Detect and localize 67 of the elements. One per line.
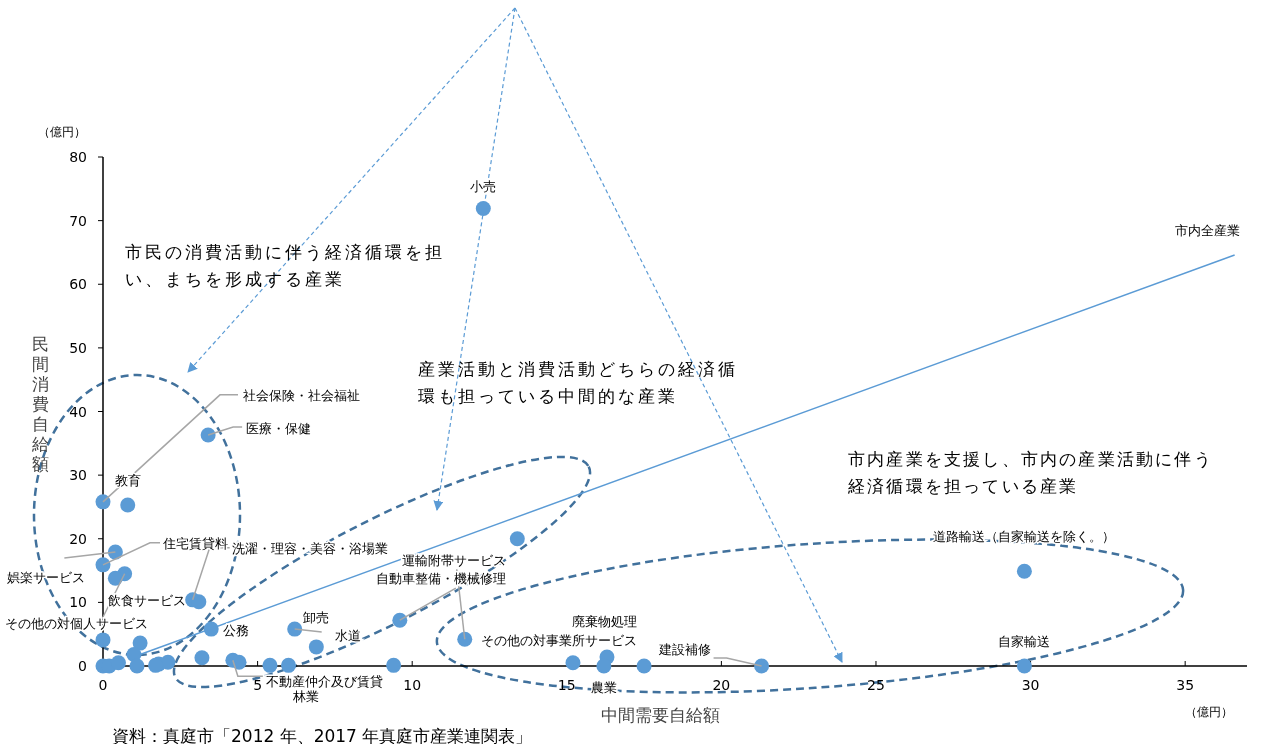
point (95, 557, 111, 573)
text: （億円） (38, 125, 86, 139)
annotation: その他の対事業所サービス (480, 632, 637, 648)
y-tick-label: 40 (69, 403, 87, 420)
y-tick-label: 20 (69, 530, 87, 547)
x-tick-label: 10 (403, 677, 422, 693)
point (287, 621, 303, 637)
annotation: 社会保険・社会福祉 (243, 387, 360, 403)
x-tick-label: 35 (1176, 677, 1195, 693)
annotation: 飲食サービス (108, 593, 187, 609)
annotation: 農業 (590, 680, 617, 695)
annotation: 不動産仲介及び賃貸 (265, 674, 383, 690)
annotation: 市内産業を支援し、市内の産業活動に伴う経済循環を担っている産業 (847, 450, 1213, 497)
point (386, 657, 402, 673)
point (1016, 658, 1032, 674)
point (281, 657, 297, 673)
y-tick-label: 30 (69, 467, 87, 484)
y-tick-label: 70 (69, 212, 87, 229)
annotation: 洗濯・理容・美容・浴場業 (231, 540, 388, 556)
series-label: 市内全産業 (1174, 222, 1240, 238)
x-tick-label: 20 (712, 677, 731, 693)
x-tick-label: 25 (867, 677, 885, 693)
x-tick-label: 30 (1021, 677, 1040, 693)
point (95, 494, 111, 510)
annotation: 卸売 (302, 610, 329, 626)
y-tick-label: 80 (69, 149, 87, 165)
point (160, 654, 176, 670)
annotation: 教育 (114, 473, 141, 489)
point (95, 632, 111, 648)
y-tick-label: 10 (69, 594, 87, 611)
y-tick-label: 50 (69, 339, 87, 356)
annotation: 林業 (291, 689, 319, 705)
y-tick-label: 0 (78, 658, 87, 674)
y-tick-label: 60 (69, 276, 87, 293)
annotation: 小売 (470, 178, 497, 194)
point (191, 594, 207, 610)
point (1016, 563, 1032, 579)
annotation: 運輸附帯サービス (401, 553, 506, 569)
x-axis-title: 中間需要自給額 (600, 705, 720, 725)
x-tick-label: 5 (253, 677, 263, 693)
annotation: 水道 (335, 627, 362, 643)
point (475, 201, 491, 217)
annotation: 産業活動と消費活動どちらの経済循環も担っている中間的な産業 (418, 360, 738, 407)
annotation: 市民の消費活動に伴う経済循環を担い、まちを形成する産業 (125, 243, 445, 290)
x-tick-label: 0 (98, 677, 108, 693)
annotation: 廃棄物処理 (571, 614, 637, 630)
point (457, 631, 473, 647)
annotation: 自動車整備・機械修理 (375, 571, 506, 587)
annotation: 医療・保健 (246, 421, 312, 437)
annotation: 建設補修 (657, 642, 711, 657)
annotation: 自家輸送 (998, 634, 1051, 649)
point (129, 658, 145, 674)
point (262, 657, 278, 673)
point (107, 570, 123, 586)
point (194, 650, 210, 666)
point (392, 612, 408, 628)
annotation: 公務 (223, 623, 250, 639)
point (110, 655, 126, 671)
text: （億円） (1185, 705, 1233, 719)
point (200, 427, 216, 443)
y-axis-title: 民間消費自給額 (30, 334, 49, 474)
point (308, 639, 324, 655)
point (120, 497, 136, 513)
annotation: 娯楽サービス (7, 570, 86, 586)
point (132, 635, 148, 651)
x-tick-label: 15 (557, 677, 576, 693)
annotation: 住宅賃貸料 (162, 535, 228, 551)
